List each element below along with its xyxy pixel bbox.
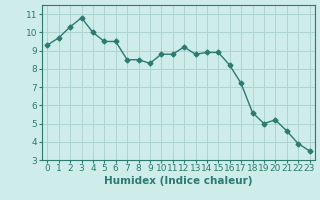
X-axis label: Humidex (Indice chaleur): Humidex (Indice chaleur): [104, 176, 253, 186]
